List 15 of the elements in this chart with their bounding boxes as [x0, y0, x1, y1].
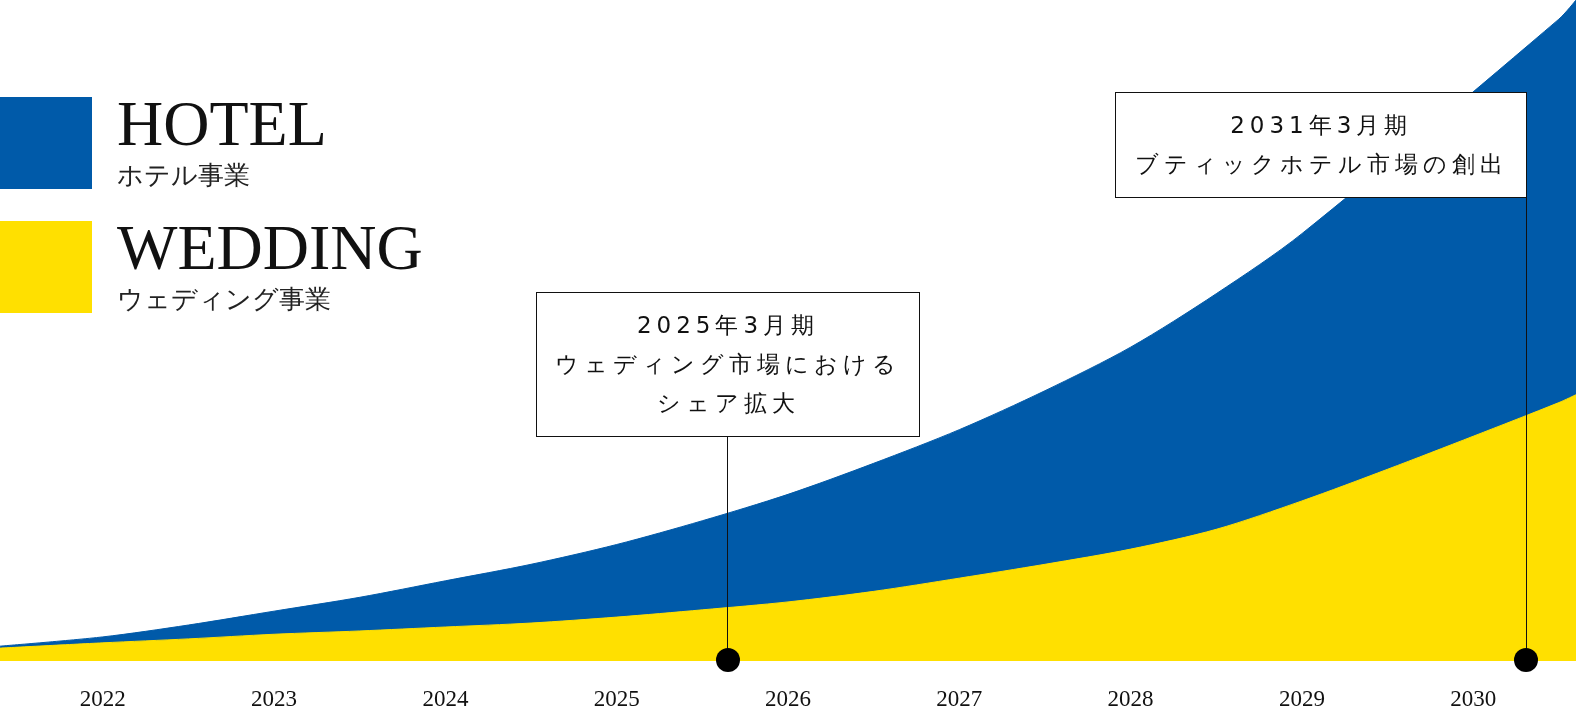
x-tick-label: 2023 [251, 686, 298, 711]
annotation: ウェディング市場におけるシェア拡大 [554, 350, 903, 418]
x-tick-label: 2026 [765, 686, 811, 711]
x-tick-label: 2030 [1450, 686, 1497, 711]
annotation: ブティックホテル市場の創出 [1133, 150, 1509, 179]
x-tick-label: 2029 [1278, 686, 1325, 711]
x-tick-label: 2022 [79, 686, 126, 711]
x-tick-label: 2027 [936, 686, 983, 711]
legend-label: WEDDING ウェディング事業 [117, 211, 423, 314]
x-tick-label: 2024 [422, 686, 469, 711]
x-tick-label: 2028 [1107, 686, 1154, 711]
annotation: 2025年3月期 [635, 311, 821, 340]
annotation: 2031年3月期 [1229, 111, 1414, 140]
x-tick-label: 2025 [593, 686, 640, 711]
legend-label: HOTEL ホテル事業 [117, 87, 327, 190]
